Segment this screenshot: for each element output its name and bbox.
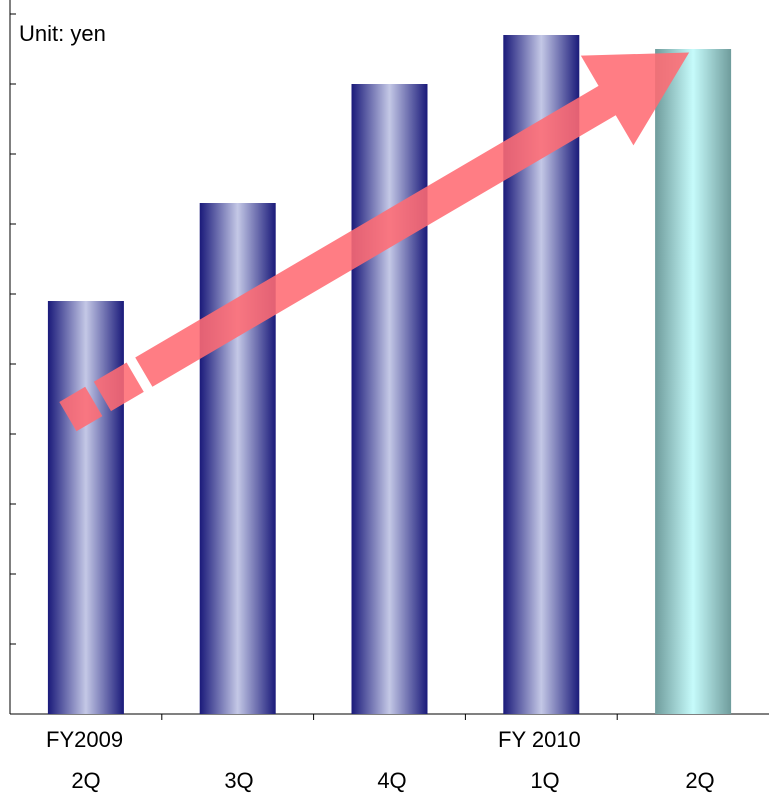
x-tick-label-4q-2009: 4Q: [377, 768, 407, 793]
bar-4q-2: [351, 84, 428, 714]
fiscal-year-label-2009: FY2009: [46, 727, 124, 752]
fiscal-year-label-2010: FY 2010: [498, 727, 581, 752]
bar-3q-1: [199, 203, 276, 714]
x-tick-label-2q-2010: 2Q: [685, 768, 715, 793]
bar-2q-0: [47, 301, 124, 714]
bar-2q-4: [655, 49, 732, 714]
trend-arrow-dash-1: [59, 386, 103, 432]
x-tick-label-3q-2009: 3Q: [224, 768, 254, 793]
trend-arrow-dash-2: [93, 362, 144, 412]
trend-arrow: [135, 52, 690, 387]
unit-label: Unit: yen: [19, 21, 106, 46]
x-tick-label-1q-2010: 1Q: [530, 768, 560, 793]
x-tick-label-2q-2009: 2Q: [71, 768, 101, 793]
